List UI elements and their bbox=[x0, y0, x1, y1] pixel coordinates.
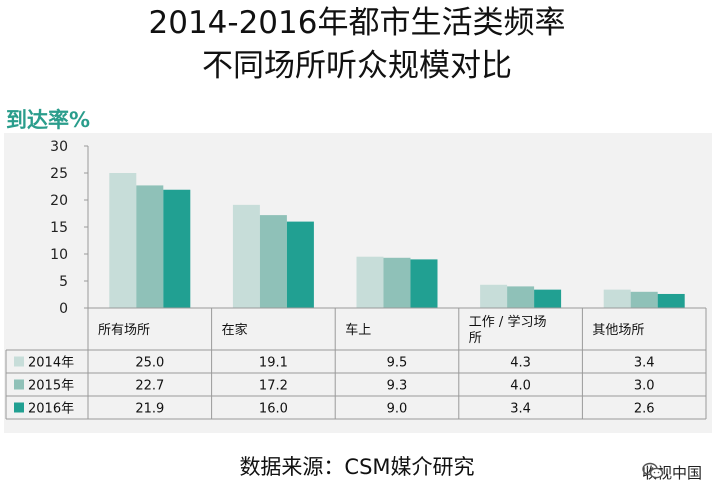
y-tick-label: 10 bbox=[50, 247, 68, 263]
data-label: 16.0 bbox=[259, 402, 288, 417]
legend-swatch bbox=[14, 356, 24, 367]
bar bbox=[163, 189, 191, 308]
x-tick-label: 车上 bbox=[345, 322, 371, 338]
x-tick-label: 所有场所 bbox=[98, 323, 150, 338]
data-label: 25.0 bbox=[135, 356, 164, 371]
chart-title: 2014-2016年都市生活类频率 bbox=[148, 5, 566, 41]
data-label: 9.0 bbox=[387, 402, 408, 417]
y-tick-label: 30 bbox=[50, 139, 68, 155]
y-tick-label: 20 bbox=[50, 193, 68, 209]
data-label: 4.0 bbox=[510, 379, 531, 394]
data-label: 22.7 bbox=[135, 379, 164, 394]
chart-subtitle: 不同场所听众规模对比 bbox=[202, 48, 512, 84]
bar bbox=[259, 215, 287, 308]
data-label: 2.6 bbox=[634, 402, 655, 417]
bar bbox=[603, 289, 631, 308]
data-source: 数据来源：CSM媒介研究 bbox=[239, 455, 475, 479]
legend-swatch bbox=[14, 379, 24, 390]
bar bbox=[507, 286, 535, 308]
data-label: 3.4 bbox=[510, 402, 531, 417]
bar bbox=[356, 256, 384, 308]
data-label: 17.2 bbox=[259, 379, 288, 394]
bar bbox=[232, 204, 260, 308]
wechat-icon bbox=[642, 462, 664, 479]
x-tick-label: 在家 bbox=[222, 322, 248, 338]
y-tick-label: 0 bbox=[59, 301, 68, 317]
data-label: 3.4 bbox=[634, 356, 655, 371]
y-tick-label: 5 bbox=[59, 274, 68, 290]
y-axis-label: 到达率% bbox=[6, 108, 91, 132]
bar bbox=[383, 257, 411, 308]
data-label: 9.3 bbox=[387, 379, 408, 394]
data-label: 4.3 bbox=[510, 356, 531, 371]
data-label: 19.1 bbox=[259, 356, 288, 371]
data-label: 3.0 bbox=[634, 379, 655, 394]
legend-label: 2015年 bbox=[28, 379, 74, 394]
x-tick-label: 工作 / 学习场 bbox=[469, 314, 547, 330]
legend-label: 2016年 bbox=[28, 402, 74, 417]
bar bbox=[136, 185, 164, 308]
bar bbox=[657, 293, 685, 308]
data-label: 21.9 bbox=[135, 402, 164, 417]
brand-watermark: 收视中国 bbox=[642, 462, 702, 483]
bar bbox=[480, 284, 508, 308]
bar bbox=[286, 221, 314, 308]
y-tick-label: 25 bbox=[50, 166, 68, 182]
legend-swatch bbox=[14, 402, 24, 413]
bar bbox=[534, 289, 562, 308]
y-tick-label: 15 bbox=[50, 220, 68, 236]
x-tick-label: 所 bbox=[469, 331, 482, 346]
bar bbox=[109, 173, 137, 308]
legend-label: 2014年 bbox=[28, 356, 74, 371]
data-label: 9.5 bbox=[387, 356, 408, 371]
bar bbox=[630, 291, 658, 308]
x-tick-label: 其他场所 bbox=[592, 323, 644, 338]
bar bbox=[410, 259, 438, 308]
